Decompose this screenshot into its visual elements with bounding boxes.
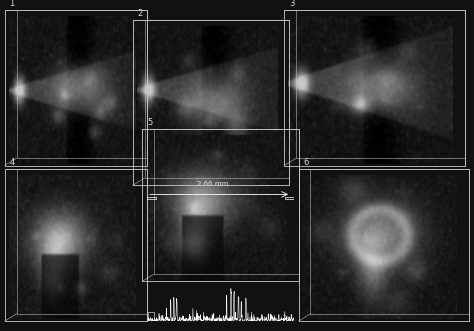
Bar bbox=[285, 197, 294, 199]
Text: 2.66 mm: 2.66 mm bbox=[197, 181, 228, 187]
Text: 6: 6 bbox=[303, 158, 309, 167]
Text: 1: 1 bbox=[9, 0, 15, 8]
Text: 3: 3 bbox=[289, 0, 294, 8]
Text: 5: 5 bbox=[147, 118, 152, 127]
Bar bbox=[148, 312, 154, 320]
Bar bbox=[147, 197, 156, 199]
Text: 4: 4 bbox=[9, 158, 15, 167]
Text: 2: 2 bbox=[137, 9, 143, 18]
